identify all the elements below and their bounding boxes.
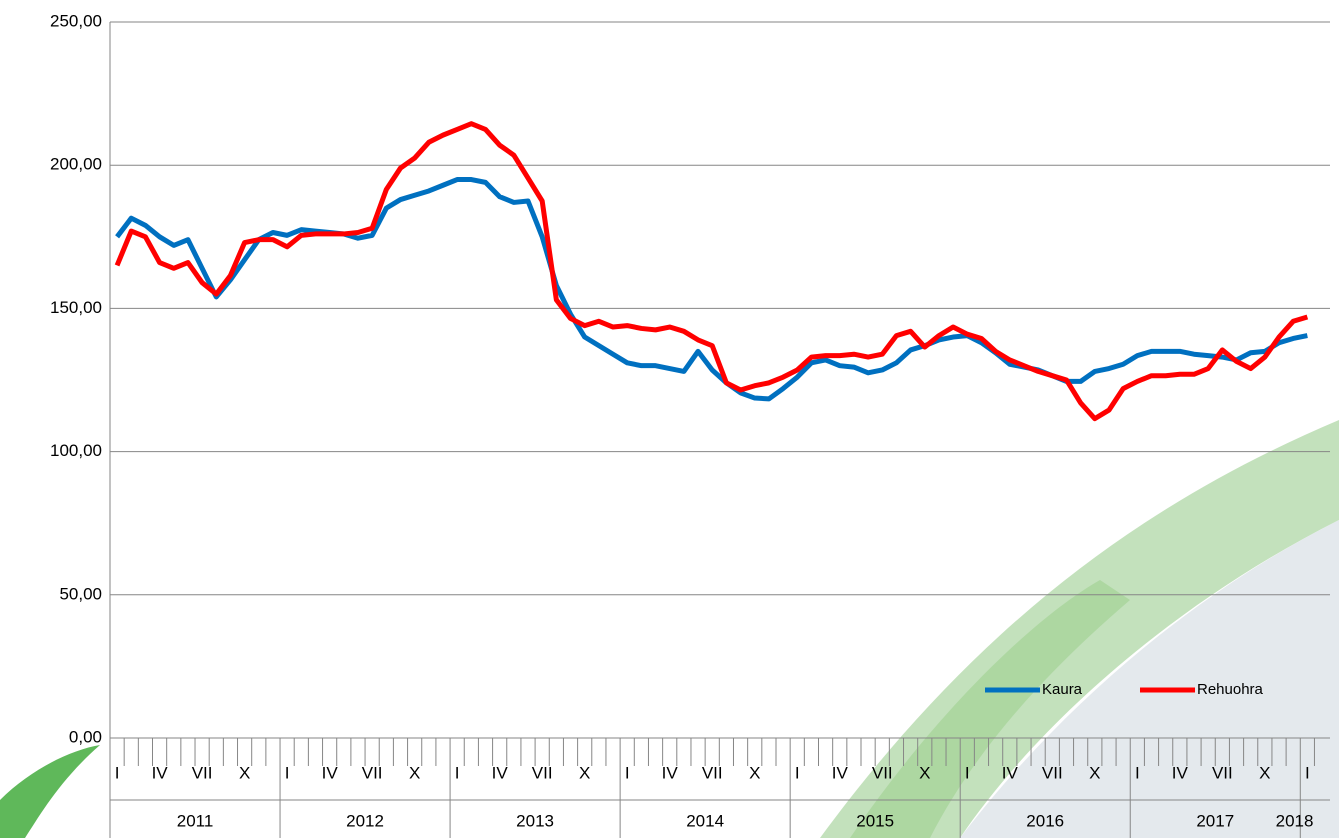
- x-tick-label: I: [1135, 763, 1140, 782]
- x-tick-label: IV: [1002, 763, 1019, 782]
- y-tick-label: 0,00: [69, 727, 102, 746]
- x-tick-label: X: [579, 763, 590, 782]
- x-tick-label: IV: [152, 763, 169, 782]
- x-tick-label: I: [115, 763, 120, 782]
- x-tick-label: X: [749, 763, 760, 782]
- page: 0,00 50,00 100,00 150,00 200,00 250,00 I IV VII X…: [0, 0, 1339, 838]
- year-label: 2017: [1196, 811, 1234, 830]
- y-tick-label: 200,00: [50, 155, 102, 174]
- x-tick-label: I: [965, 763, 970, 782]
- y-tick-label: 150,00: [50, 298, 102, 317]
- y-tick-label: 100,00: [50, 441, 102, 460]
- year-label: 2012: [346, 811, 384, 830]
- year-label: 2016: [1026, 811, 1064, 830]
- x-tick-label: IV: [832, 763, 849, 782]
- x-tick-label: VII: [872, 763, 893, 782]
- x-tick-label: VII: [192, 763, 213, 782]
- legend-label: Kaura: [1042, 681, 1083, 698]
- x-tick-label: VII: [532, 763, 553, 782]
- series-line: [117, 180, 1307, 399]
- y-tick-label: 250,00: [50, 11, 102, 30]
- x-tick-label: X: [1259, 763, 1270, 782]
- x-tick-label: VII: [362, 763, 383, 782]
- x-tick-label: IV: [1172, 763, 1189, 782]
- x-tick-label: IV: [662, 763, 679, 782]
- x-tick-label: IV: [322, 763, 339, 782]
- chart: 0,00 50,00 100,00 150,00 200,00 250,00 I IV VII X…: [0, 0, 1339, 838]
- x-tick-label: VII: [1042, 763, 1063, 782]
- x-tick-label: X: [239, 763, 250, 782]
- legend-label: Rehuohra: [1197, 681, 1264, 698]
- x-tick-label: VII: [1212, 763, 1233, 782]
- x-tick-label: VII: [702, 763, 723, 782]
- x-tick-label: I: [455, 763, 460, 782]
- x-tick-label: I: [285, 763, 290, 782]
- year-label: 2011: [177, 811, 214, 830]
- x-tick-label: X: [409, 763, 420, 782]
- x-tick-label: I: [795, 763, 800, 782]
- year-label: 2013: [516, 811, 554, 830]
- series-line: [117, 124, 1307, 419]
- x-tick-label: IV: [492, 763, 509, 782]
- year-label: 2014: [686, 811, 724, 830]
- year-label: 2015: [856, 811, 894, 830]
- y-tick-label: 50,00: [59, 584, 102, 603]
- x-tick-label: X: [1089, 763, 1100, 782]
- x-tick-label: X: [919, 763, 930, 782]
- x-tick-label: I: [625, 763, 630, 782]
- year-label: 2018: [1276, 811, 1314, 830]
- x-tick-label: I: [1305, 763, 1310, 782]
